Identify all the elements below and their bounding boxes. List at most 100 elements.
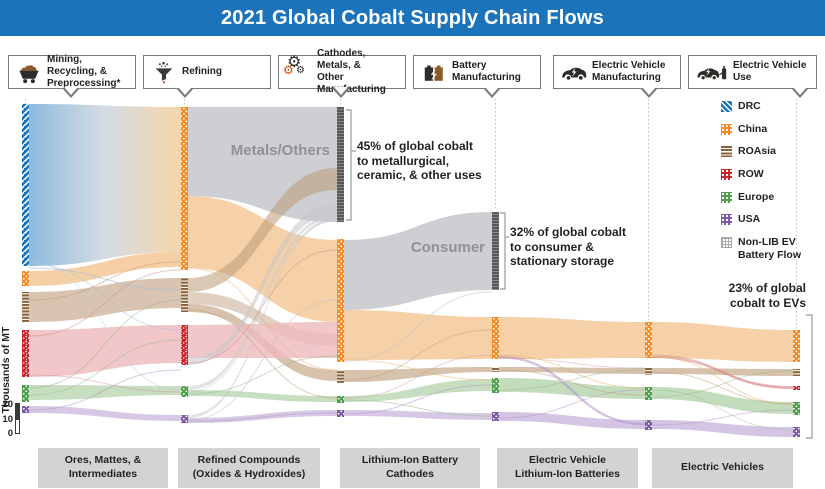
thin-flow-line <box>28 261 182 391</box>
thin-flow-line <box>28 261 182 301</box>
title-bar: 2021 Global Cobalt Supply Chain Flows <box>0 0 825 36</box>
note-45pct: 45% of global cobalt to metallurgical, c… <box>357 139 482 183</box>
node-evuse-usa <box>793 427 800 437</box>
legend: DRC China ROAsia ROW Europe USA Non-LIB … <box>721 100 801 262</box>
thin-flow-line <box>187 219 338 393</box>
thin-flow-line <box>28 299 182 389</box>
legend-item-roasia: ROAsia <box>721 145 801 158</box>
page-title: 2021 Global Cobalt Supply Chain Flows <box>220 6 604 29</box>
flow-china-battery-evmfg <box>499 317 645 359</box>
node-refining-europe <box>181 386 188 397</box>
flow-europe-evmfg-evuse <box>652 387 793 414</box>
stage-box-ev-use: Electric Vehicle Use <box>688 55 817 98</box>
annotation-brackets <box>346 109 813 439</box>
thin-flow-line <box>651 356 794 405</box>
thin-flow-line <box>498 389 646 419</box>
thin-flow-line <box>28 374 182 393</box>
flow-row-refining-metals <box>188 204 337 365</box>
node-mining-europe <box>22 385 29 402</box>
node-mining-roasia <box>22 292 29 322</box>
flow-row-refining-cathodes <box>188 322 337 358</box>
note-23pct: 23% of global cobalt to EVs <box>728 281 806 310</box>
flow-roasia-cathodes-battery <box>344 367 492 382</box>
node-evuse-row <box>793 386 800 390</box>
thin-flow-line <box>651 370 794 398</box>
mine-cart-icon <box>15 61 43 84</box>
thin-flow-line <box>343 291 493 362</box>
thin-flow-line <box>343 354 493 399</box>
consumer-label: Consumer <box>410 239 485 256</box>
usa-swatch-icon <box>721 214 732 226</box>
legend-item-drc: DRC <box>721 100 801 113</box>
thin-flow-line <box>651 354 794 389</box>
bottom-label-evs: Electric Vehicles <box>652 448 793 488</box>
thin-flow-line <box>498 369 646 396</box>
stage-box-refining: Refining <box>143 55 271 98</box>
flow-europe-battery-evmfg <box>499 378 645 399</box>
thin-flow-line <box>498 357 646 369</box>
legend-item-usa: USA <box>721 213 801 226</box>
flow-ribbons <box>29 104 793 437</box>
node-evmfg-usa <box>645 420 652 430</box>
node-cathodes-roasia <box>337 370 344 384</box>
node-refining-china <box>181 107 188 270</box>
scale-bar-empty <box>15 419 20 434</box>
thin-flow-line <box>498 355 646 426</box>
flow-roasia-refining-metals <box>188 168 337 292</box>
thin-flow-line <box>28 267 182 291</box>
bracket-32pct <box>500 212 506 290</box>
ev-charging-icon <box>695 62 729 82</box>
flow-europe-refining-metals <box>188 214 337 390</box>
flow-roasia-mining-refining <box>29 278 181 322</box>
stage-box-ev-manufacturing: Electric Vehicle Manufacturing <box>553 55 681 98</box>
thin-flow-line <box>498 354 646 389</box>
flow-europe-refining-cathodes <box>188 390 337 402</box>
metals-others-label: Metals/Others <box>230 142 330 159</box>
bracket-23pct <box>806 314 813 439</box>
tick-20: 20 <box>2 399 13 410</box>
legend-item-nonlib: Non-LIB EV Battery Flow <box>721 236 801 262</box>
bracket-45pct <box>346 109 352 221</box>
stage-label-mining: Mining, Recycling, & Preprocessing* <box>47 54 121 89</box>
node-mining-usa <box>22 406 29 413</box>
thin-flow-line <box>498 369 646 391</box>
thin-flow-line <box>187 267 338 371</box>
thin-flow-line <box>28 339 182 396</box>
stage-label-battery: Battery Manufacturing <box>452 60 521 83</box>
flow-china-mining-refining <box>29 252 181 286</box>
legend-item-china: China <box>721 123 801 136</box>
column-guide-lines <box>25 99 797 329</box>
flow-china-evmfg-evuse <box>652 322 793 362</box>
bottom-label-ores: Ores, Mattes, & Intermediates <box>38 448 168 488</box>
thin-flow-line <box>187 309 338 399</box>
node-cathodes-china <box>337 239 344 362</box>
stage-label-refining: Refining <box>182 66 222 78</box>
flow-row-mining-refining <box>29 325 181 377</box>
node-evuse-europe <box>793 402 800 415</box>
thin-flow-line <box>28 269 182 337</box>
node-battery-europe <box>492 378 499 393</box>
thin-flow-line <box>343 329 493 381</box>
funnel-icon <box>150 61 178 84</box>
thin-flow-line <box>187 412 338 422</box>
thin-flow-line <box>651 371 794 405</box>
stage-box-cathodes: ⚙ ⚙ ⚙ Cathodes, Metals, & Other Manufact… <box>278 48 406 98</box>
battery-icon <box>420 61 448 84</box>
bottom-label-cathodes: Lithium-Ion Battery Cathodes <box>340 448 480 488</box>
node-mining-drc <box>22 104 29 266</box>
thin-flow-line <box>651 409 794 426</box>
flow-drc-to-china-refining <box>29 104 181 266</box>
thin-flow-line <box>343 384 493 415</box>
thin-flow-line <box>28 263 182 331</box>
node-consumer <box>492 212 499 290</box>
thin-flow-line <box>187 299 338 421</box>
tick-0: 0 <box>7 428 13 439</box>
flow-roasia-battery-evmfg <box>499 367 645 374</box>
legend-item-europe: Europe <box>721 191 801 204</box>
flow-china-refining-cathodes <box>188 196 337 322</box>
stage-label-ev-manufacturing: Electric Vehicle Manufacturing <box>592 60 666 83</box>
node-evmfg-china <box>645 322 652 358</box>
stage-label-ev-use: Electric Vehicle Use <box>733 60 807 83</box>
